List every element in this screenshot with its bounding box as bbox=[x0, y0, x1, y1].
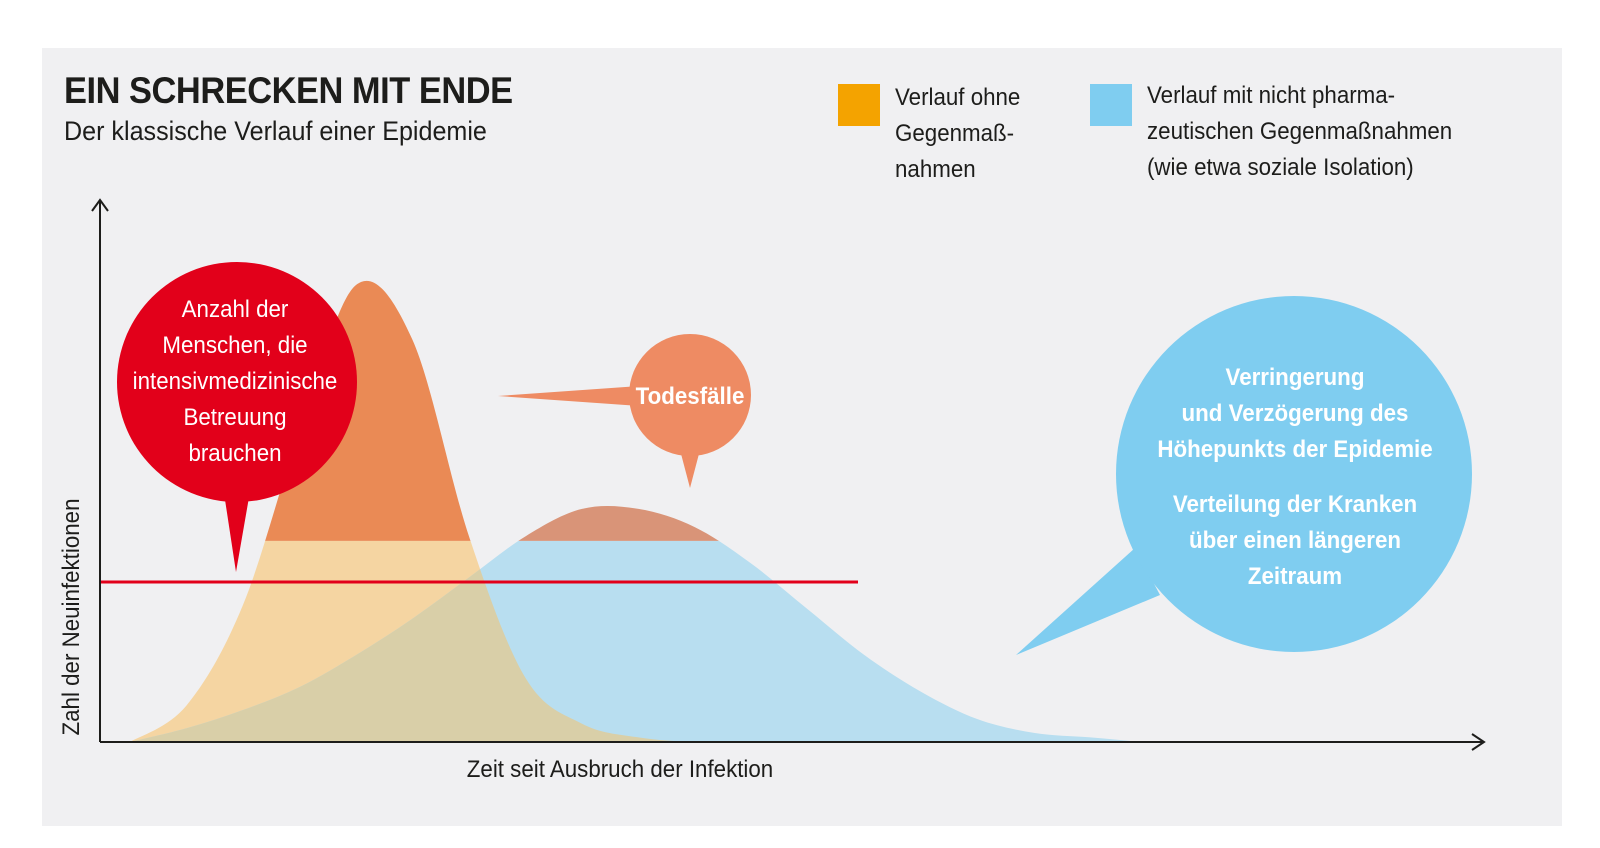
flatten-bubble bbox=[1116, 296, 1472, 652]
curves-layer bbox=[100, 280, 1260, 743]
deaths-bubble bbox=[629, 334, 751, 456]
area-no-measures-peak bbox=[265, 280, 471, 541]
flatten-bubble-tail bbox=[1016, 548, 1160, 655]
legend-swatch-no-measures bbox=[838, 84, 880, 126]
callout-deaths-text: Todesfälle bbox=[635, 383, 745, 410]
deaths-bubble-pointer bbox=[498, 386, 640, 406]
chart-subtitle: Der klassische Verlauf einer Epidemie bbox=[64, 116, 487, 146]
callout-icu-capacity-text: Anzahl der Menschen, die intensivmedizin… bbox=[132, 296, 338, 467]
legend-swatch-with-measures bbox=[1090, 84, 1132, 126]
x-axis-label: Zeit seit Ausbruch der Infektion bbox=[466, 756, 774, 783]
area-with-measures-peak bbox=[518, 506, 719, 541]
callout-spread-cases-text: Verteilung der Kranken über einen länger… bbox=[1172, 491, 1418, 590]
legend-label-no-measures: Verlauf ohne Gegenmaß- nahmen bbox=[895, 84, 1021, 183]
deaths-bubble-tail bbox=[680, 450, 700, 488]
callout-flatten-peak-text: Verringerung und Verzögerung des Höhepun… bbox=[1157, 364, 1433, 463]
chart-title: EIN SCHRECKEN MIT ENDE bbox=[64, 70, 513, 111]
icu-bubble bbox=[117, 262, 357, 502]
icu-bubble-tail bbox=[222, 480, 252, 572]
callout-bubbles-layer bbox=[117, 262, 1472, 655]
axes-layer bbox=[91, 198, 1486, 751]
x-axis-arrow bbox=[1471, 733, 1486, 751]
y-axis-label: Zahl der Neuinfektionen bbox=[58, 498, 85, 736]
legend-label-with-measures: Verlauf mit nicht pharma- zeutischen Geg… bbox=[1147, 82, 1453, 181]
y-axis-arrow bbox=[91, 198, 109, 212]
